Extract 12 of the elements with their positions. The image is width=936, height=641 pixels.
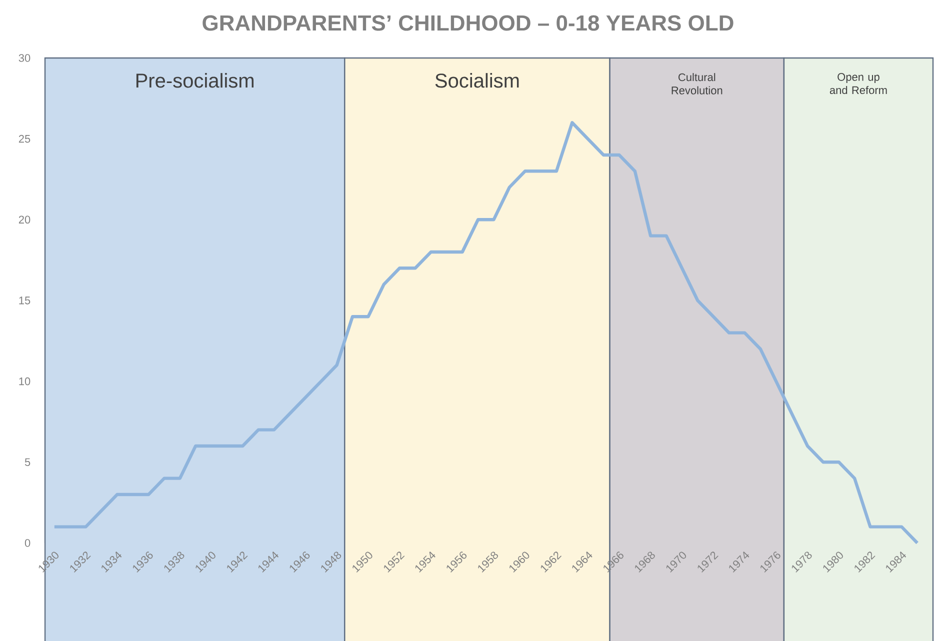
chart-title: GRANDPARENTS’ CHILDHOOD – 0-18 YEARS OLD <box>202 15 734 31</box>
y-tick-label: 5 <box>24 458 30 466</box>
y-tick-label: 25 <box>18 134 30 143</box>
band-label: Cultural Revolution <box>672 73 722 94</box>
y-tick-label: 20 <box>18 216 30 224</box>
y-tick-label: 30 <box>18 54 30 62</box>
y-tick-label: 0 <box>24 539 30 547</box>
y-tick-label: 15 <box>19 296 30 304</box>
band-label: Socialism <box>435 73 519 88</box>
y-tick-label: 10 <box>19 377 30 386</box>
band-label: Pre-socialism <box>136 73 254 88</box>
band-label: Open up and Reform <box>830 73 887 94</box>
